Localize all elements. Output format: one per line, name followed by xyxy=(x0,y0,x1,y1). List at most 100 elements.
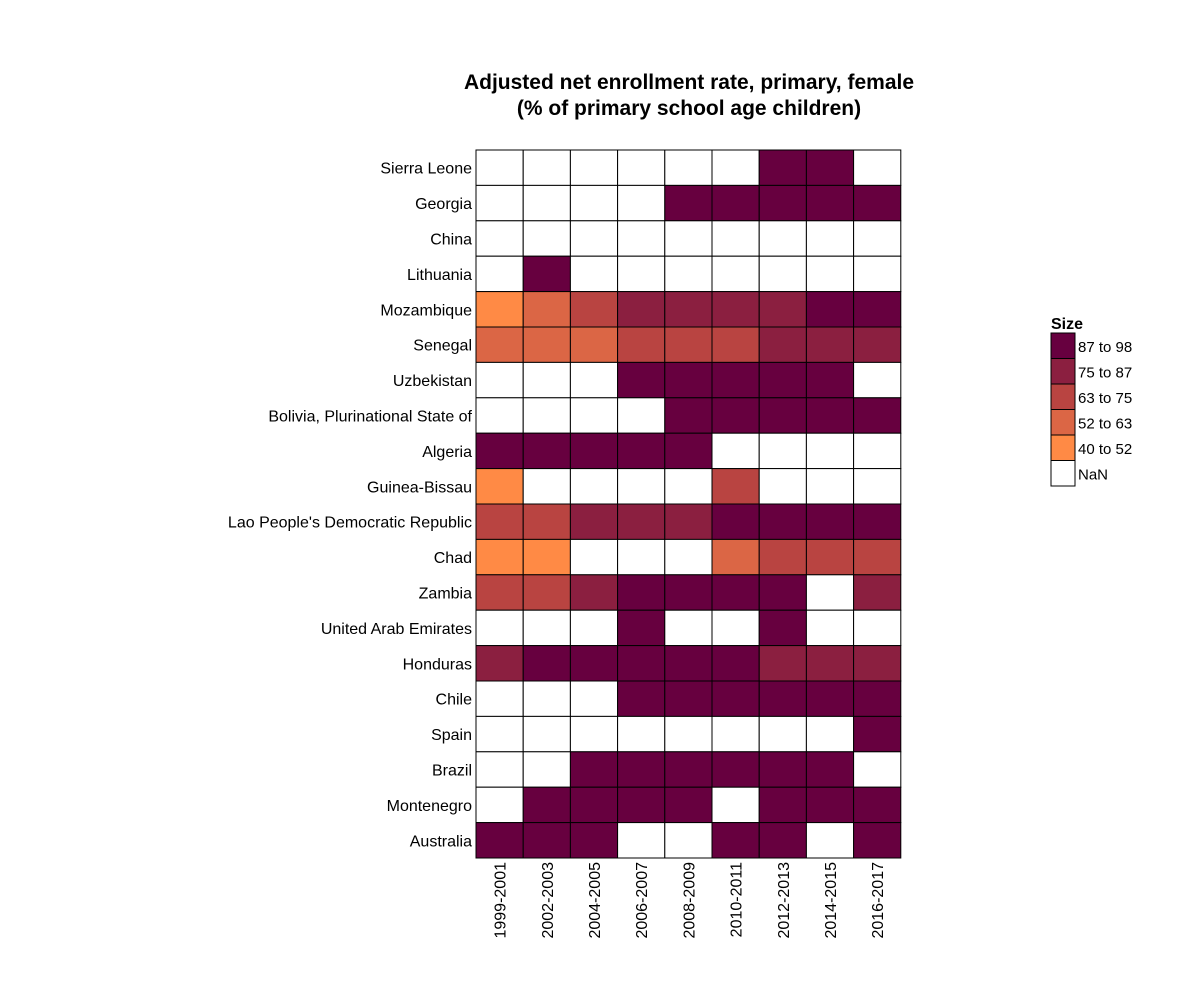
heatmap-cell xyxy=(853,432,902,470)
heatmap-cell xyxy=(853,255,902,293)
heatmap-cell xyxy=(617,220,666,257)
heatmap-cell xyxy=(711,822,760,859)
heatmap-cell xyxy=(569,645,619,682)
row-label: Sierra Leone xyxy=(380,161,472,178)
heatmap-cell xyxy=(711,609,760,647)
heatmap-cell xyxy=(617,255,666,293)
chart-title: Adjusted net enrollment rate, primary, f… xyxy=(464,71,914,120)
heatmap-cell xyxy=(758,822,807,859)
heatmap-cell xyxy=(569,397,619,434)
row-label: Guinea-Bissau xyxy=(367,479,472,496)
legend-label: NaN xyxy=(1078,467,1108,484)
heatmap-cell xyxy=(617,291,666,328)
heatmap-cell xyxy=(475,326,524,363)
heatmap-cell xyxy=(758,645,807,682)
heatmap-cell xyxy=(711,361,760,399)
heatmap-cell xyxy=(569,432,619,470)
row-label: Mozambique xyxy=(380,302,472,319)
heatmap-cell xyxy=(617,361,666,399)
heatmap-cell xyxy=(475,715,524,753)
heatmap-cell xyxy=(522,291,571,328)
heatmap-cell xyxy=(569,468,619,505)
heatmap-cells xyxy=(475,149,902,859)
column-label: 2002-2003 xyxy=(540,862,557,939)
heatmap-cell xyxy=(805,220,855,257)
heatmap-cell xyxy=(805,255,855,293)
heatmap-cell xyxy=(475,503,524,540)
legend-label: 87 to 98 xyxy=(1078,339,1132,356)
heatmap-cell xyxy=(475,220,524,257)
column-label: 2008-2009 xyxy=(681,862,698,939)
row-label: Chile xyxy=(436,692,473,709)
heatmap-cell xyxy=(569,255,619,293)
heatmap-cell xyxy=(664,538,713,576)
heatmap-cell xyxy=(853,822,902,859)
heatmap-cell xyxy=(758,184,807,222)
heatmap-cell xyxy=(758,326,807,363)
heatmap-cell xyxy=(569,149,619,186)
heatmap-cell xyxy=(805,538,855,576)
heatmap-cell xyxy=(617,397,666,434)
heatmap-cell xyxy=(711,220,760,257)
heatmap-cell xyxy=(711,503,760,540)
heatmap-cell xyxy=(475,786,524,824)
heatmap-cell xyxy=(853,715,902,753)
heatmap-cell xyxy=(617,609,666,647)
row-label: Algeria xyxy=(422,444,472,461)
legend: Size 87 to 98 75 to 87 63 to 75 52 to 63 40 … xyxy=(1050,316,1132,487)
heatmap-cell xyxy=(805,715,855,753)
legend-swatch xyxy=(1050,409,1076,436)
heatmap-cell xyxy=(475,822,524,859)
heatmap-cell xyxy=(853,786,902,824)
legend-label: 52 to 63 xyxy=(1078,416,1132,433)
column-label: 2016-2017 xyxy=(870,862,887,939)
heatmap-cell xyxy=(853,149,902,186)
heatmap-cell xyxy=(617,468,666,505)
heatmap-cell xyxy=(569,786,619,824)
heatmap-cell xyxy=(805,503,855,540)
heatmap-cell xyxy=(805,326,855,363)
heatmap-cell xyxy=(522,822,571,859)
heatmap-cell xyxy=(758,680,807,717)
heatmap-cell xyxy=(805,184,855,222)
heatmap-cell xyxy=(664,468,713,505)
heatmap-cell xyxy=(853,609,902,647)
column-label: 2014-2015 xyxy=(823,862,840,939)
heatmap-cell xyxy=(617,751,666,788)
legend-swatch xyxy=(1050,383,1076,410)
heatmap-cell xyxy=(758,220,807,257)
heatmap-cell xyxy=(569,361,619,399)
heatmap-cell xyxy=(569,184,619,222)
heatmap-cell xyxy=(758,751,807,788)
chart-title-line-1: Adjusted net enrollment rate, primary, f… xyxy=(464,71,914,94)
heatmap-cell xyxy=(853,574,902,611)
heatmap-cell xyxy=(711,786,760,824)
heatmap-cell xyxy=(522,326,571,363)
column-label: 2006-2007 xyxy=(634,862,651,939)
heatmap-cell xyxy=(805,397,855,434)
heatmap-cell xyxy=(617,786,666,824)
heatmap-cell xyxy=(569,503,619,540)
row-labels: Sierra Leone Georgia China Lithuania Mozambi… xyxy=(228,161,473,851)
heatmap-cell xyxy=(853,397,902,434)
heatmap-cell xyxy=(617,645,666,682)
heatmap-cell xyxy=(758,432,807,470)
heatmap-cell xyxy=(805,291,855,328)
heatmap-cell xyxy=(805,786,855,824)
heatmap-cell xyxy=(617,432,666,470)
heatmap-cell xyxy=(805,751,855,788)
heatmap-cell xyxy=(711,255,760,293)
heatmap-cell xyxy=(617,149,666,186)
heatmap-cell xyxy=(522,361,571,399)
heatmap-cell xyxy=(617,503,666,540)
heatmap-cell xyxy=(805,574,855,611)
heatmap-cell xyxy=(664,397,713,434)
heatmap-cell xyxy=(475,397,524,434)
heatmap-cell xyxy=(758,397,807,434)
heatmap-cell xyxy=(805,609,855,647)
heatmap-cell xyxy=(475,255,524,293)
heatmap-cell xyxy=(805,432,855,470)
row-label: China xyxy=(430,232,472,249)
heatmap-cell xyxy=(569,291,619,328)
heatmap-cell xyxy=(853,538,902,576)
